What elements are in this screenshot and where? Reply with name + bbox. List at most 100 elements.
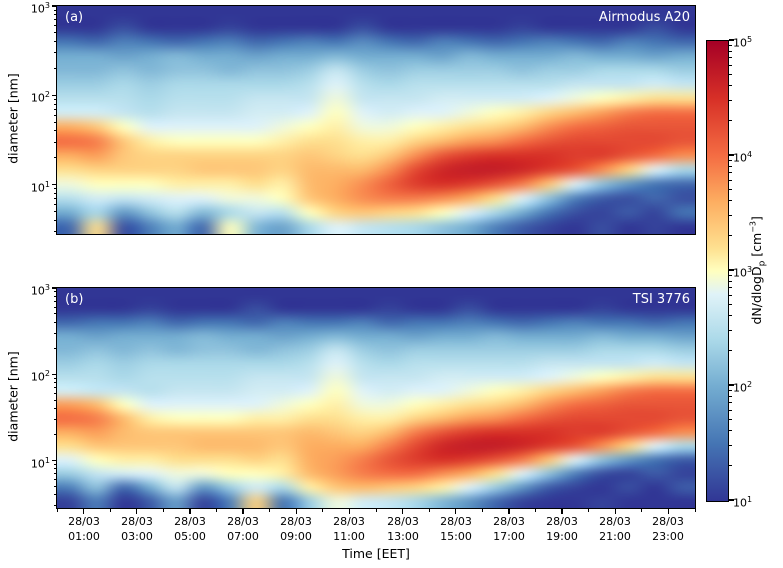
tick-mark bbox=[52, 94, 57, 96]
x-tick-label: 28/03 15:00 bbox=[440, 515, 472, 544]
tick-mark bbox=[729, 119, 732, 121]
tick-mark bbox=[136, 509, 138, 514]
tick-mark bbox=[729, 315, 732, 317]
tick-mark bbox=[54, 25, 57, 27]
tick-mark bbox=[54, 392, 57, 394]
tick-mark bbox=[729, 464, 732, 466]
tick-mark bbox=[729, 200, 732, 202]
y-tick-label: 101 bbox=[30, 180, 50, 195]
tick-mark bbox=[694, 509, 696, 512]
tick-mark bbox=[729, 280, 732, 282]
tick-mark bbox=[588, 509, 590, 512]
tick-mark bbox=[729, 99, 732, 101]
panel-a-letter: (a) bbox=[65, 10, 84, 25]
heatmap-canvas-b bbox=[57, 288, 695, 508]
colorbar-tick-label: 101 bbox=[733, 495, 753, 510]
tick-mark bbox=[729, 389, 732, 391]
tick-mark bbox=[242, 509, 244, 514]
tick-mark bbox=[54, 99, 57, 100]
tick-mark bbox=[729, 444, 732, 446]
tick-mark bbox=[729, 189, 732, 191]
panel-b-letter: (b) bbox=[65, 292, 84, 307]
tick-mark bbox=[216, 509, 217, 512]
tick-mark bbox=[729, 410, 732, 411]
tick-mark bbox=[729, 295, 732, 296]
tick-mark bbox=[729, 304, 732, 306]
tick-mark bbox=[54, 479, 57, 481]
tick-mark bbox=[729, 329, 732, 331]
tick-mark bbox=[82, 509, 85, 514]
x-tick-label: 28/03 11:00 bbox=[333, 515, 365, 544]
tick-mark bbox=[54, 347, 57, 349]
tick-mark bbox=[54, 408, 57, 410]
tick-mark bbox=[54, 121, 57, 123]
tick-mark bbox=[729, 499, 734, 501]
tick-mark bbox=[729, 74, 732, 76]
tick-mark bbox=[729, 165, 732, 167]
tick-mark bbox=[54, 468, 57, 470]
tick-mark bbox=[52, 5, 57, 7]
x-tick-label: 28/03 01:00 bbox=[68, 515, 100, 544]
tick-mark bbox=[52, 459, 57, 462]
tick-mark bbox=[54, 188, 57, 190]
tick-mark bbox=[52, 184, 57, 186]
x-tick-label: 28/03 23:00 bbox=[652, 515, 684, 544]
tick-mark bbox=[189, 509, 191, 514]
tick-mark bbox=[54, 463, 57, 465]
tick-mark bbox=[54, 192, 57, 194]
tick-mark bbox=[729, 214, 732, 216]
y-tick-label: 103 bbox=[30, 1, 50, 16]
tick-mark bbox=[54, 382, 57, 384]
colorbar bbox=[706, 40, 729, 502]
tick-mark bbox=[729, 402, 732, 404]
colorbar-tick-label: 103 bbox=[733, 265, 753, 280]
tick-mark bbox=[322, 509, 324, 512]
tick-mark bbox=[54, 32, 57, 34]
tick-mark bbox=[729, 274, 732, 276]
tick-mark bbox=[535, 509, 536, 512]
tick-mark bbox=[729, 44, 732, 46]
tick-mark bbox=[508, 509, 510, 514]
x-tick-label: 28/03 05:00 bbox=[174, 515, 206, 544]
y-tick-label: 103 bbox=[30, 283, 50, 298]
tick-mark bbox=[54, 19, 57, 21]
tick-mark bbox=[729, 234, 732, 236]
tick-mark bbox=[729, 39, 734, 41]
tick-mark bbox=[52, 287, 57, 289]
tick-mark bbox=[729, 349, 732, 351]
tick-mark bbox=[54, 505, 57, 507]
tick-mark bbox=[54, 300, 57, 302]
tick-mark bbox=[54, 103, 57, 105]
tick-mark bbox=[54, 67, 57, 69]
tick-mark bbox=[54, 211, 57, 213]
tick-mark bbox=[54, 494, 57, 496]
tick-mark bbox=[54, 14, 57, 16]
tick-mark bbox=[401, 509, 404, 514]
panel-a-title: Airmodus A20 bbox=[598, 10, 690, 25]
tick-mark bbox=[729, 85, 732, 87]
tick-mark bbox=[729, 269, 734, 271]
tick-mark bbox=[561, 509, 563, 514]
tick-mark bbox=[54, 219, 57, 221]
heatmap-panel-b bbox=[56, 287, 696, 509]
tick-mark bbox=[54, 434, 57, 436]
tick-mark bbox=[295, 509, 297, 514]
tick-mark bbox=[109, 509, 111, 512]
tick-mark bbox=[729, 430, 732, 432]
tick-mark bbox=[729, 50, 732, 52]
colorbar-label: dN/dlogDp [cm−3] bbox=[748, 216, 768, 325]
tick-mark bbox=[54, 41, 57, 43]
tick-mark bbox=[54, 332, 57, 334]
tick-mark bbox=[641, 509, 643, 512]
tick-mark bbox=[52, 373, 57, 375]
x-tick-label: 28/03 21:00 bbox=[599, 515, 631, 544]
heatmap-canvas-a bbox=[57, 6, 695, 234]
x-tick-label: 28/03 13:00 bbox=[387, 515, 419, 544]
tick-mark bbox=[54, 114, 57, 116]
tick-mark bbox=[348, 509, 350, 514]
x-tick-label: 28/03 07:00 bbox=[227, 515, 259, 544]
tick-mark bbox=[54, 9, 57, 11]
y-tick-label: 101 bbox=[30, 456, 50, 471]
colorbar-tick-label: 102 bbox=[733, 380, 753, 395]
